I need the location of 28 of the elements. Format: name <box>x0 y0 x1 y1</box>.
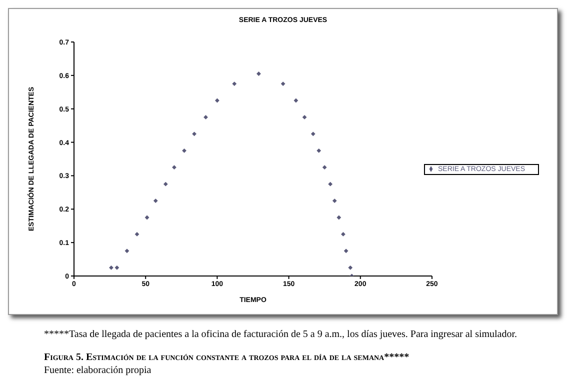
point <box>163 182 168 186</box>
point <box>328 182 333 186</box>
point <box>336 215 342 220</box>
point <box>114 265 120 270</box>
point <box>322 165 327 170</box>
point <box>232 82 237 86</box>
point <box>214 98 220 103</box>
point <box>172 165 176 170</box>
point <box>204 115 208 120</box>
source-note: Fuente: elaboración propia <box>44 365 152 376</box>
point <box>256 72 261 76</box>
point <box>302 115 307 120</box>
point <box>294 98 298 103</box>
point <box>332 198 337 203</box>
point <box>310 132 316 136</box>
point <box>109 265 114 270</box>
point <box>348 265 353 270</box>
point <box>341 232 346 236</box>
point <box>182 148 186 153</box>
point <box>144 215 150 220</box>
point <box>344 248 348 254</box>
text: *****Tasa de llegada de pacientes a la oficina de facturación de 5 a 9 a.m., los días jueves. Para ingresar al simulador. <box>44 329 518 340</box>
point <box>124 248 130 254</box>
point <box>316 148 322 153</box>
point <box>192 132 196 136</box>
text: Figura 5. Estimación de la función constante a trozos para el día de la semana***** <box>44 352 410 363</box>
point <box>153 198 158 203</box>
point <box>280 82 286 86</box>
